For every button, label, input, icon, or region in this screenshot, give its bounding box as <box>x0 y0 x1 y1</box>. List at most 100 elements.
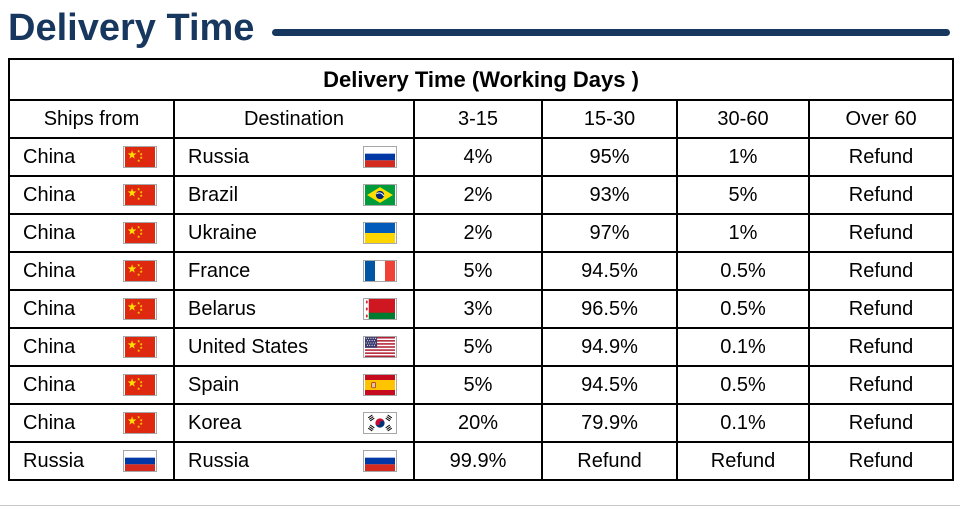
pct-3-15-cell: 4% <box>413 137 543 177</box>
table-row: China ★ ★ ★ ★ Ukraine 2% 97% 1% Refund <box>8 213 955 253</box>
svg-text:★: ★ <box>139 307 143 312</box>
svg-text:★: ★ <box>139 421 143 426</box>
over-60-cell: Refund <box>807 175 955 215</box>
pct-30-60-cell: 1% <box>676 137 810 177</box>
destination-flag-icon <box>363 146 397 168</box>
pct-15-30-cell: 94.5% <box>541 251 678 291</box>
destination-flag-icon <box>363 298 397 320</box>
ships-from-cell: China ★ ★ ★ ★ <box>8 175 175 215</box>
ships-from-label: China <box>23 373 76 396</box>
pct-3-15-cell: 5% <box>413 251 543 291</box>
svg-text:★: ★ <box>137 158 141 163</box>
pct-30-60-cell: 0.5% <box>676 251 810 291</box>
pct-3-15-cell: 2% <box>413 175 543 215</box>
table-row: Russia Russia 99.9% Refund Refund Refund <box>8 441 955 481</box>
pct-15-30-cell: 97% <box>541 213 678 253</box>
over-60-cell: Refund <box>807 251 955 291</box>
pct-15-30-cell: 94.9% <box>541 327 678 367</box>
ships-from-cell: China ★ ★ ★ ★ <box>8 251 175 291</box>
table-row: China ★ ★ ★ ★ Belarus 3% 96.5% 0.5% Refund <box>8 289 955 329</box>
ships-from-label: China <box>23 259 76 282</box>
destination-cell: United States <box>173 327 415 367</box>
page-header: Delivery Time <box>0 0 960 56</box>
ships-from-label: China <box>23 183 76 206</box>
over-60-cell: Refund <box>807 289 955 329</box>
table-row: China ★ ★ ★ ★ Russia 4% 95% 1% Refund <box>8 137 955 177</box>
ships-from-flag-icon: ★ ★ ★ ★ <box>123 260 157 282</box>
svg-text:★: ★ <box>139 266 143 271</box>
destination-cell: Russia <box>173 441 415 481</box>
destination-flag-icon <box>363 222 397 244</box>
destination-label: Belarus <box>188 297 256 320</box>
table-row: China ★ ★ ★ ★ Korea 20% 79.9% 0.1% Refund <box>8 403 955 443</box>
destination-cell: Ukraine <box>173 213 415 253</box>
pct-30-60-cell: 0.5% <box>676 365 810 405</box>
destination-label: Ukraine <box>188 221 257 244</box>
table-title-row: Delivery Time (Working Days ) <box>7 58 955 101</box>
bottom-divider <box>0 505 960 506</box>
pct-30-60-cell: 5% <box>676 175 810 215</box>
destination-label: Russia <box>188 145 250 168</box>
table-title: Delivery Time (Working Days ) <box>7 58 955 101</box>
pct-3-15-cell: 5% <box>413 327 543 367</box>
svg-text:★: ★ <box>137 376 141 381</box>
table-row: China ★ ★ ★ ★ United States 5% 94.9% 0.1% Re… <box>8 327 955 367</box>
svg-text:★: ★ <box>137 234 141 239</box>
svg-text:★: ★ <box>139 231 143 236</box>
ships-from-cell: China ★ ★ ★ ★ <box>8 289 175 329</box>
ships-from-flag-icon: ★ ★ ★ ★ <box>123 412 157 434</box>
pct-15-30-cell: 79.9% <box>541 403 678 443</box>
svg-text:★: ★ <box>137 262 141 267</box>
ships-from-label: China <box>23 221 76 244</box>
table-header-row: Ships from Destination 3-15 15-30 30-60 … <box>8 99 955 139</box>
svg-text:★: ★ <box>137 348 141 353</box>
svg-text:★: ★ <box>137 148 141 153</box>
pct-15-30-cell: 93% <box>541 175 678 215</box>
svg-text:★: ★ <box>139 418 143 423</box>
over-60-cell: Refund <box>807 403 955 443</box>
table-row: China ★ ★ ★ ★ Spain 5% 94.5% 0.5% Refund <box>8 365 955 405</box>
svg-text:★: ★ <box>139 193 143 198</box>
ships-from-flag-icon: ★ ★ ★ ★ <box>123 336 157 358</box>
ships-from-label: China <box>23 335 76 358</box>
pct-15-30-cell: 96.5% <box>541 289 678 329</box>
title-rule <box>272 28 950 36</box>
svg-text:★: ★ <box>137 414 141 419</box>
column-header-ships-from: Ships from <box>8 99 175 139</box>
ships-from-cell: China ★ ★ ★ ★ <box>8 213 175 253</box>
column-header-3-15: 3-15 <box>413 99 543 139</box>
pct-3-15-cell: 2% <box>413 213 543 253</box>
ships-from-flag-icon: ★ ★ ★ ★ <box>123 184 157 206</box>
column-header-destination: Destination <box>173 99 415 139</box>
destination-label: Russia <box>188 449 250 472</box>
destination-label: France <box>188 259 251 282</box>
pct-3-15-cell: 5% <box>413 365 543 405</box>
destination-cell: Russia <box>173 137 415 177</box>
ships-from-cell: China ★ ★ ★ ★ <box>8 327 175 367</box>
destination-flag-icon <box>363 374 397 396</box>
pct-30-60-cell: Refund <box>676 441 810 481</box>
destination-flag-icon <box>363 336 397 358</box>
pct-3-15-cell: 3% <box>413 289 543 329</box>
pct-30-60-cell: 1% <box>676 213 810 253</box>
ships-from-label: China <box>23 411 76 434</box>
svg-text:★: ★ <box>137 424 141 429</box>
pct-30-60-cell: 0.1% <box>676 403 810 443</box>
svg-text:★: ★ <box>137 272 141 277</box>
over-60-cell: Refund <box>807 213 955 253</box>
over-60-cell: Refund <box>807 365 955 405</box>
svg-text:★: ★ <box>139 228 143 233</box>
ships-from-flag-icon: ★ ★ ★ ★ <box>123 222 157 244</box>
over-60-cell: Refund <box>807 327 955 367</box>
svg-text:★: ★ <box>139 345 143 350</box>
column-header-over-60: Over 60 <box>807 99 955 139</box>
svg-text:★: ★ <box>137 310 141 315</box>
svg-text:★: ★ <box>139 304 143 309</box>
pct-3-15-cell: 99.9% <box>413 441 543 481</box>
svg-text:★: ★ <box>137 300 141 305</box>
svg-text:★: ★ <box>139 155 143 160</box>
delivery-time-table: Delivery Time (Working Days ) Ships from… <box>7 58 955 481</box>
pct-30-60-cell: 0.1% <box>676 327 810 367</box>
ships-from-flag-icon <box>123 450 157 472</box>
svg-text:★: ★ <box>139 269 143 274</box>
